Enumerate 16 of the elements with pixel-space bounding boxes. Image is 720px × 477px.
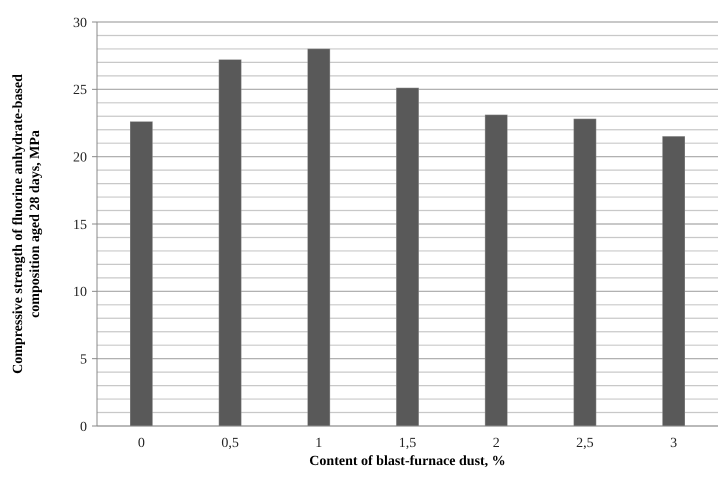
y-axis-title: Compressive strength of fluorine anhydrate-based composition aged 28 days, MPa — [11, 74, 43, 374]
x-tick-label: 2,5 — [576, 436, 594, 451]
x-tick-label: 1 — [315, 436, 322, 451]
y-tick-label: 10 — [73, 285, 87, 300]
x-tick-label: 2 — [492, 436, 500, 451]
y-tick-label: 30 — [73, 16, 87, 31]
y-tick-label: 5 — [80, 352, 87, 368]
y-tick-label: 25 — [73, 83, 87, 98]
x-tick-label: 0,5 — [221, 436, 239, 451]
x-tick-label: 1,5 — [398, 436, 416, 451]
x-tick-label: 0 — [138, 436, 145, 451]
x-axis-title: Content of blast-furnace dust, % — [309, 454, 506, 469]
y-tick-label: 0 — [80, 420, 87, 435]
y-tick-label: 20 — [73, 150, 87, 166]
y-tick-label: 15 — [73, 218, 87, 233]
x-tick-label: 3 — [670, 436, 678, 451]
